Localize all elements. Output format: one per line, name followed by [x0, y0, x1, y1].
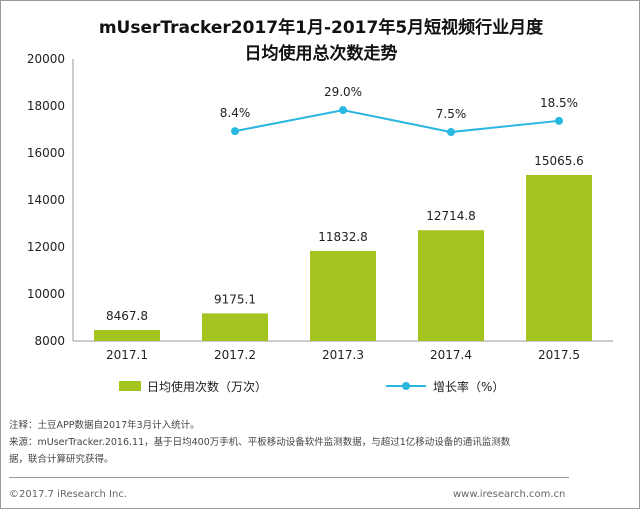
growth-point	[447, 128, 455, 137]
x-tick-label: 2017.3	[322, 348, 364, 362]
x-tick-label: 2017.2	[214, 348, 256, 362]
y-tick-label: 16000	[27, 146, 65, 160]
chart-svg: 8000 10000 12000 14000 16000 18000 20000 8467.8…	[27, 52, 613, 394]
y-tick-label: 20000	[27, 52, 65, 66]
y-tick-label: 10000	[27, 287, 65, 301]
bar	[202, 313, 268, 341]
legend-line-label: 增长率（%）	[433, 379, 504, 394]
bar	[418, 230, 484, 341]
copyright: ©2017.7 iResearch Inc.	[9, 489, 127, 500]
bar-data-label: 12714.8	[426, 209, 476, 223]
growth-point	[555, 116, 563, 125]
y-tick-label: 14000	[27, 193, 65, 207]
x-tick-label: 2017.5	[538, 348, 580, 362]
growth-data-label: 18.5%	[540, 96, 578, 110]
growth-point	[339, 106, 347, 115]
source-text-cont: 据，联合计算研究获得。	[9, 454, 114, 465]
legend-line-marker	[402, 382, 410, 390]
bar-data-label: 8467.8	[106, 309, 148, 323]
footer-divider	[9, 477, 569, 478]
bar-data-label: 9175.1	[214, 292, 256, 306]
growth-data-label: 8.4%	[220, 106, 251, 120]
x-tick-label: 2017.4	[430, 348, 472, 362]
bar	[310, 250, 376, 341]
note-text: 注释：土豆APP数据自2017年3月计入统计。	[9, 420, 200, 431]
growth-point	[231, 127, 239, 136]
chart-subtitle: 日均使用总次数走势	[244, 44, 398, 64]
x-tick-label: 2017.1	[106, 348, 148, 362]
y-tick-label: 8000	[34, 334, 65, 348]
legend-bar-swatch	[119, 381, 141, 391]
website-link[interactable]: www.iresearch.com.cn	[453, 489, 566, 500]
legend-bar-label: 日均使用次数（万次）	[147, 379, 267, 394]
bar-data-label: 11832.8	[318, 230, 368, 244]
growth-line	[234, 109, 560, 134]
chart-title: mUserTracker2017年1月-2017年5月短视频行业月度	[98, 18, 544, 38]
growth-data-label: 7.5%	[436, 107, 467, 121]
y-tick-label: 12000	[27, 240, 65, 254]
source-text: 来源：mUserTracker.2016.11，基于日均400万手机、平板移动设…	[9, 437, 511, 448]
y-tick-label: 18000	[27, 99, 65, 113]
growth-data-label: 29.0%	[324, 85, 362, 99]
bar	[94, 330, 160, 341]
bar	[526, 174, 592, 341]
bar-data-label: 15065.6	[534, 154, 584, 168]
